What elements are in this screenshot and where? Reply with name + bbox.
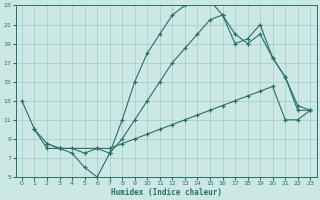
X-axis label: Humidex (Indice chaleur): Humidex (Indice chaleur): [111, 188, 221, 197]
